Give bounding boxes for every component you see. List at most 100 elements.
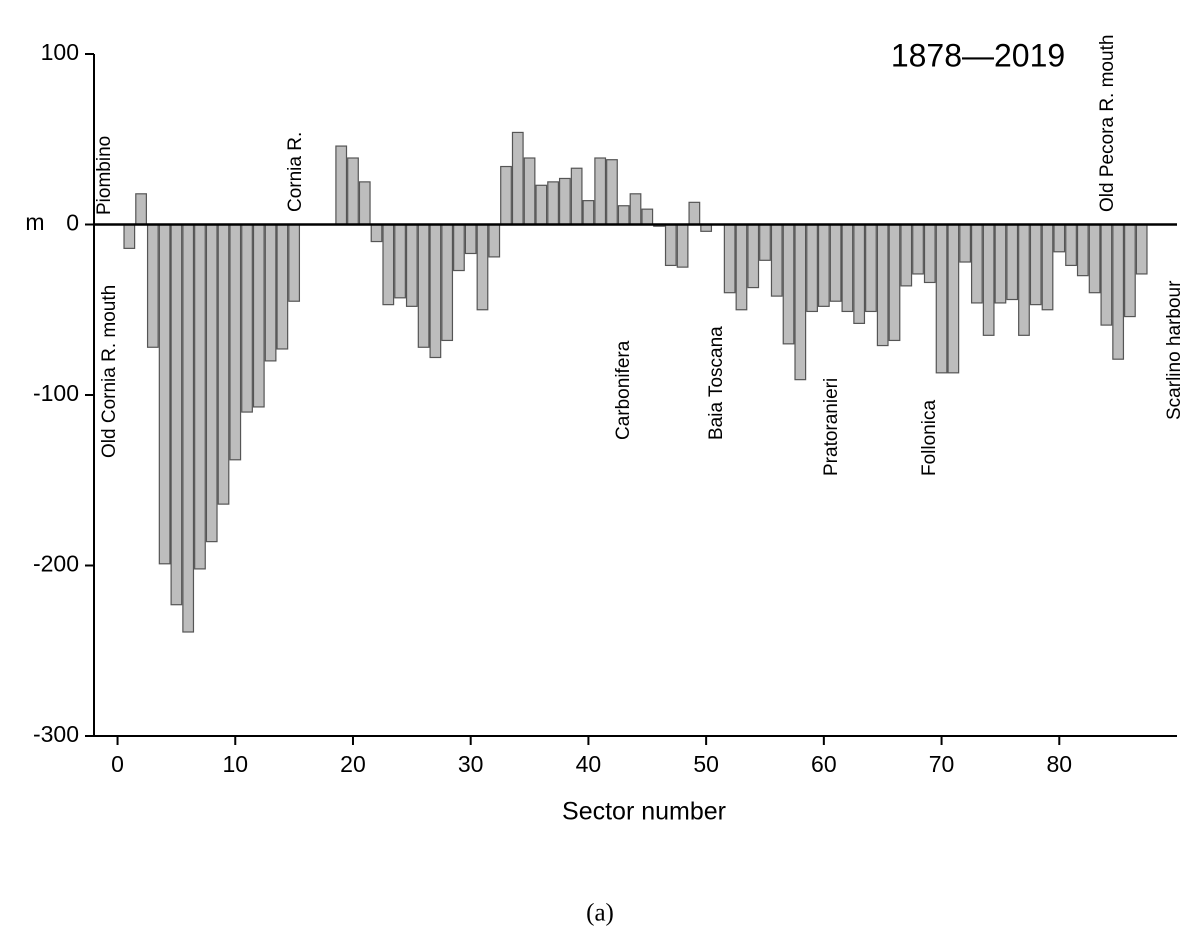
bar [806, 223, 818, 313]
bar [217, 223, 230, 505]
bar [1029, 223, 1042, 306]
bar [511, 131, 524, 226]
annotation: Piombino [94, 136, 115, 215]
x-tick-label: 0 [111, 751, 124, 777]
bar [888, 223, 901, 342]
bar [194, 223, 206, 570]
bar [770, 223, 783, 297]
bar [1006, 223, 1019, 301]
bar [582, 200, 595, 226]
bar [935, 223, 948, 374]
bar [947, 223, 960, 374]
bar [900, 223, 913, 287]
bar [841, 223, 854, 313]
bar [535, 184, 548, 226]
bar [876, 223, 889, 347]
bar [1135, 223, 1148, 275]
bar [405, 223, 418, 307]
bar [970, 223, 983, 304]
bar [617, 205, 630, 226]
bar [594, 157, 607, 226]
bar [747, 223, 760, 289]
annotation: Carbonifera [613, 340, 634, 440]
bar [429, 223, 442, 359]
bar [558, 177, 571, 226]
x-tick-label: 20 [340, 751, 366, 777]
y-axis-label: m [25, 209, 44, 235]
x-tick-label: 30 [458, 751, 484, 777]
bar [158, 223, 171, 565]
y-tick-label: -300 [33, 721, 79, 747]
y-tick-label: 100 [41, 39, 79, 65]
x-tick-label: 70 [929, 751, 955, 777]
bar [547, 181, 559, 226]
y-tick-label: 0 [66, 210, 79, 236]
bar [394, 223, 406, 299]
bar [782, 223, 795, 345]
bar [488, 223, 501, 258]
bar [1088, 223, 1101, 294]
bar [170, 223, 183, 606]
bar [500, 165, 512, 226]
bar [1053, 223, 1066, 253]
bar [629, 193, 642, 226]
bar [912, 223, 924, 275]
bar [1076, 223, 1089, 277]
bar [229, 223, 242, 461]
annotation: Follonica [919, 400, 940, 476]
bar [288, 223, 301, 302]
bar [417, 223, 430, 348]
bar [453, 223, 465, 272]
bar [994, 223, 1007, 304]
annotation: Scarlino harbour [1164, 280, 1185, 420]
bar [923, 223, 936, 284]
bar [982, 223, 995, 336]
y-tick-label: -100 [33, 380, 79, 406]
bar [735, 223, 748, 311]
annotation: Baia Toscana [706, 326, 727, 440]
annotation: Old Pecora R. mouth [1097, 35, 1118, 212]
bar [464, 223, 477, 255]
annotation: Cornia R. [285, 132, 306, 212]
x-tick-label: 80 [1046, 751, 1072, 777]
bar [865, 223, 877, 313]
bar [252, 223, 265, 408]
x-tick-label: 40 [576, 751, 602, 777]
caption: (a) [586, 900, 614, 927]
bar [276, 223, 289, 350]
annotation: Old Cornia R. mouth [99, 285, 120, 458]
bar [853, 223, 866, 324]
bar [1018, 223, 1030, 336]
bar [441, 223, 454, 342]
x-tick-label: 60 [811, 751, 837, 777]
bar [759, 223, 771, 261]
bar [641, 208, 654, 226]
chart-title: 1878—2019 [891, 37, 1065, 73]
bar [688, 201, 701, 226]
bar [347, 157, 359, 226]
annotation: Pratoranieri [821, 378, 842, 476]
x-axis-label: Sector number [562, 798, 726, 826]
bar [146, 223, 159, 348]
bar [241, 223, 253, 413]
bar [723, 223, 736, 294]
bar [335, 145, 348, 226]
bar [794, 223, 807, 381]
bar [829, 223, 842, 302]
x-tick-label: 10 [222, 751, 248, 777]
bar [264, 223, 277, 362]
bar [817, 223, 830, 307]
bar [182, 223, 195, 633]
bar [676, 223, 689, 268]
bar [205, 223, 218, 543]
bar [1041, 223, 1054, 311]
bar [1124, 223, 1136, 318]
bar [959, 223, 972, 263]
bar [606, 159, 618, 226]
bar [358, 181, 371, 226]
bar [664, 223, 677, 267]
bar [523, 157, 536, 226]
bar [476, 223, 489, 311]
y-tick-label: -200 [33, 551, 79, 577]
